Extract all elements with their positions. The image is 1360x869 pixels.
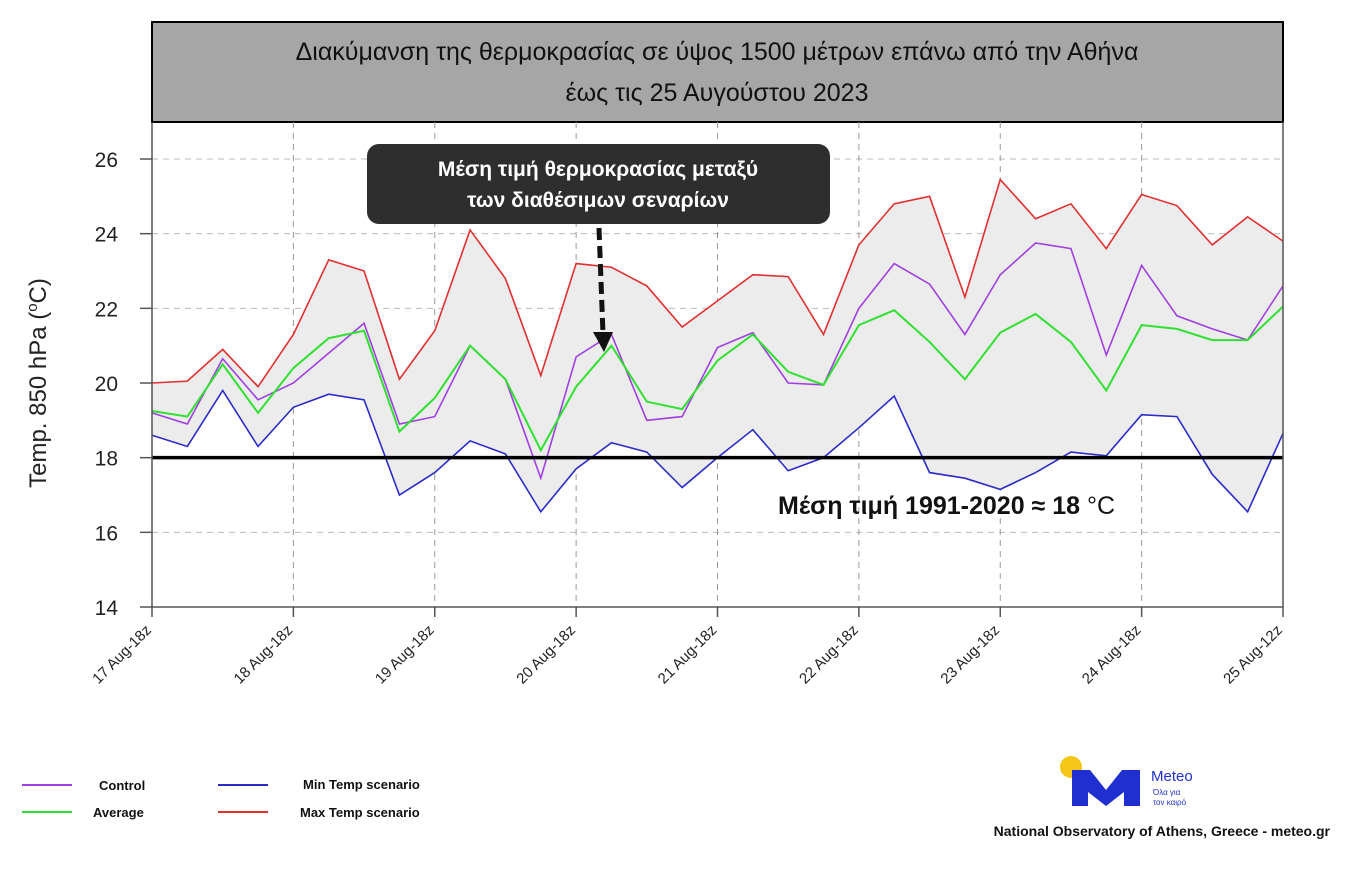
logo-tagline-2: τον καιρό bbox=[1153, 798, 1187, 807]
x-tick-label: 23 Aug-18z bbox=[937, 622, 1003, 688]
annotation-line-2: των διαθέσιμων σεναρίων bbox=[467, 189, 729, 212]
y-tick-label: 18 bbox=[95, 448, 118, 471]
x-tick-label: 21 Aug-18z bbox=[655, 622, 721, 688]
y-tick-labels: 14 16 18 20 22 24 26 bbox=[95, 149, 152, 620]
arrow-head-icon bbox=[593, 332, 613, 352]
x-tick-label: 25 Aug-12z bbox=[1220, 622, 1286, 688]
annotation-line-1: Μέση τιμή θερμοκρασίας μεταξύ bbox=[438, 158, 758, 181]
x-tick-label: 20 Aug-18z bbox=[513, 622, 579, 688]
legend-label-average: Average bbox=[93, 805, 144, 820]
ensemble-range-band bbox=[152, 179, 1283, 512]
y-tick-label: 20 bbox=[95, 373, 118, 396]
reference-line-label: Μέση τιμή 1991-2020 ≈ 18 °C bbox=[778, 492, 1115, 520]
y-tick-label: 14 bbox=[95, 597, 119, 620]
series-control bbox=[151, 242, 1284, 481]
legend: Control Average Min Temp scenario Max Te… bbox=[22, 777, 420, 820]
chart-title-line-1: Διακύμανση της θερμοκρασίας σε ύψος 1500… bbox=[296, 38, 1139, 66]
y-tick-label: 22 bbox=[95, 298, 118, 321]
x-tick-label: 19 Aug-18z bbox=[372, 622, 438, 688]
y-axis-label: Temp. 850 hPa (oC) bbox=[24, 278, 52, 488]
series-max-temp-scenario bbox=[151, 177, 1284, 389]
x-tick-label: 18 Aug-18z bbox=[231, 622, 297, 688]
legend-label-min: Min Temp scenario bbox=[303, 777, 420, 792]
meteo-logo: Meteo Όλα για τον καιρό bbox=[1060, 756, 1193, 807]
footer-credit: National Observatory of Athens, Greece -… bbox=[994, 823, 1331, 839]
chart-title-line-2: έως τις 25 Αυγούστου 2023 bbox=[566, 79, 869, 107]
x-tick-label: 22 Aug-18z bbox=[796, 622, 862, 688]
x-tick-labels: 17 Aug-18z 18 Aug-18z 19 Aug-18z 20 Aug-18z… bbox=[89, 607, 1286, 688]
logo-name: Meteo bbox=[1151, 768, 1193, 785]
x-tick-label: 17 Aug-18z bbox=[89, 622, 155, 688]
x-tick-label: 24 Aug-18z bbox=[1079, 622, 1145, 688]
annotation-callout: Μέση τιμή θερμοκρασίας μεταξύ των διαθέσ… bbox=[367, 144, 830, 352]
title-box bbox=[151, 21, 1284, 123]
y-tick-label: 16 bbox=[95, 522, 118, 545]
legend-label-control: Control bbox=[99, 778, 145, 793]
legend-label-max: Max Temp scenario bbox=[300, 805, 420, 820]
y-tick-label: 26 bbox=[95, 149, 118, 172]
logo-tagline-1: Όλα για bbox=[1152, 788, 1181, 797]
y-tick-label: 24 bbox=[95, 224, 119, 247]
series-average bbox=[151, 305, 1284, 453]
